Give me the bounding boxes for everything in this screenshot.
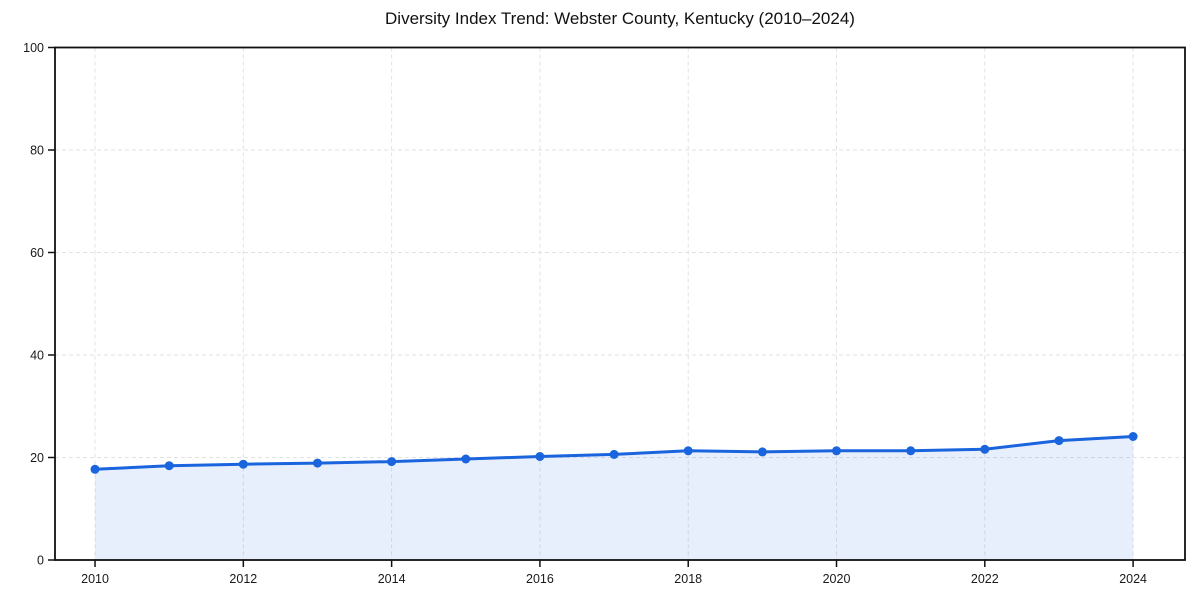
data-point-2014	[387, 457, 397, 467]
plot-border	[54, 46, 1186, 561]
data-point-2016	[535, 452, 545, 461]
data-point-2018	[683, 446, 693, 456]
data-point-2011	[164, 461, 174, 471]
y-tick-label: 40	[30, 349, 44, 363]
data-point-2010	[90, 464, 100, 474]
data-point-2015	[461, 454, 471, 464]
data-point-2013	[313, 458, 322, 468]
y-tick-label: 60	[30, 246, 44, 260]
y-tick-label: 80	[30, 144, 44, 158]
data-point-2024	[1128, 432, 1138, 441]
chart-title: Diversity Index Trend: Webster County, K…	[385, 9, 855, 28]
data-point-2019	[757, 447, 767, 457]
x-tick-label: 2014	[378, 572, 406, 586]
data-point-2020	[832, 446, 841, 456]
data-point-2023	[1054, 436, 1064, 446]
x-tick-label: 2024	[1119, 572, 1147, 586]
x-tick-label: 2022	[971, 572, 999, 586]
area-fill	[95, 436, 1134, 560]
data-point-2012	[238, 459, 248, 469]
data-point-2021	[906, 446, 916, 456]
data-point-2017	[609, 449, 619, 459]
x-tick-label: 2012	[229, 572, 257, 586]
x-tick-label: 2010	[81, 572, 109, 586]
y-tick-label: 20	[30, 451, 44, 465]
y-tick-label: 0	[37, 554, 44, 568]
data-point-2022	[980, 444, 990, 454]
x-tick-label: 2020	[823, 572, 851, 586]
x-tick-label: 2018	[674, 572, 702, 586]
x-tick-label: 2016	[526, 572, 554, 586]
y-tick-label: 100	[23, 41, 44, 55]
